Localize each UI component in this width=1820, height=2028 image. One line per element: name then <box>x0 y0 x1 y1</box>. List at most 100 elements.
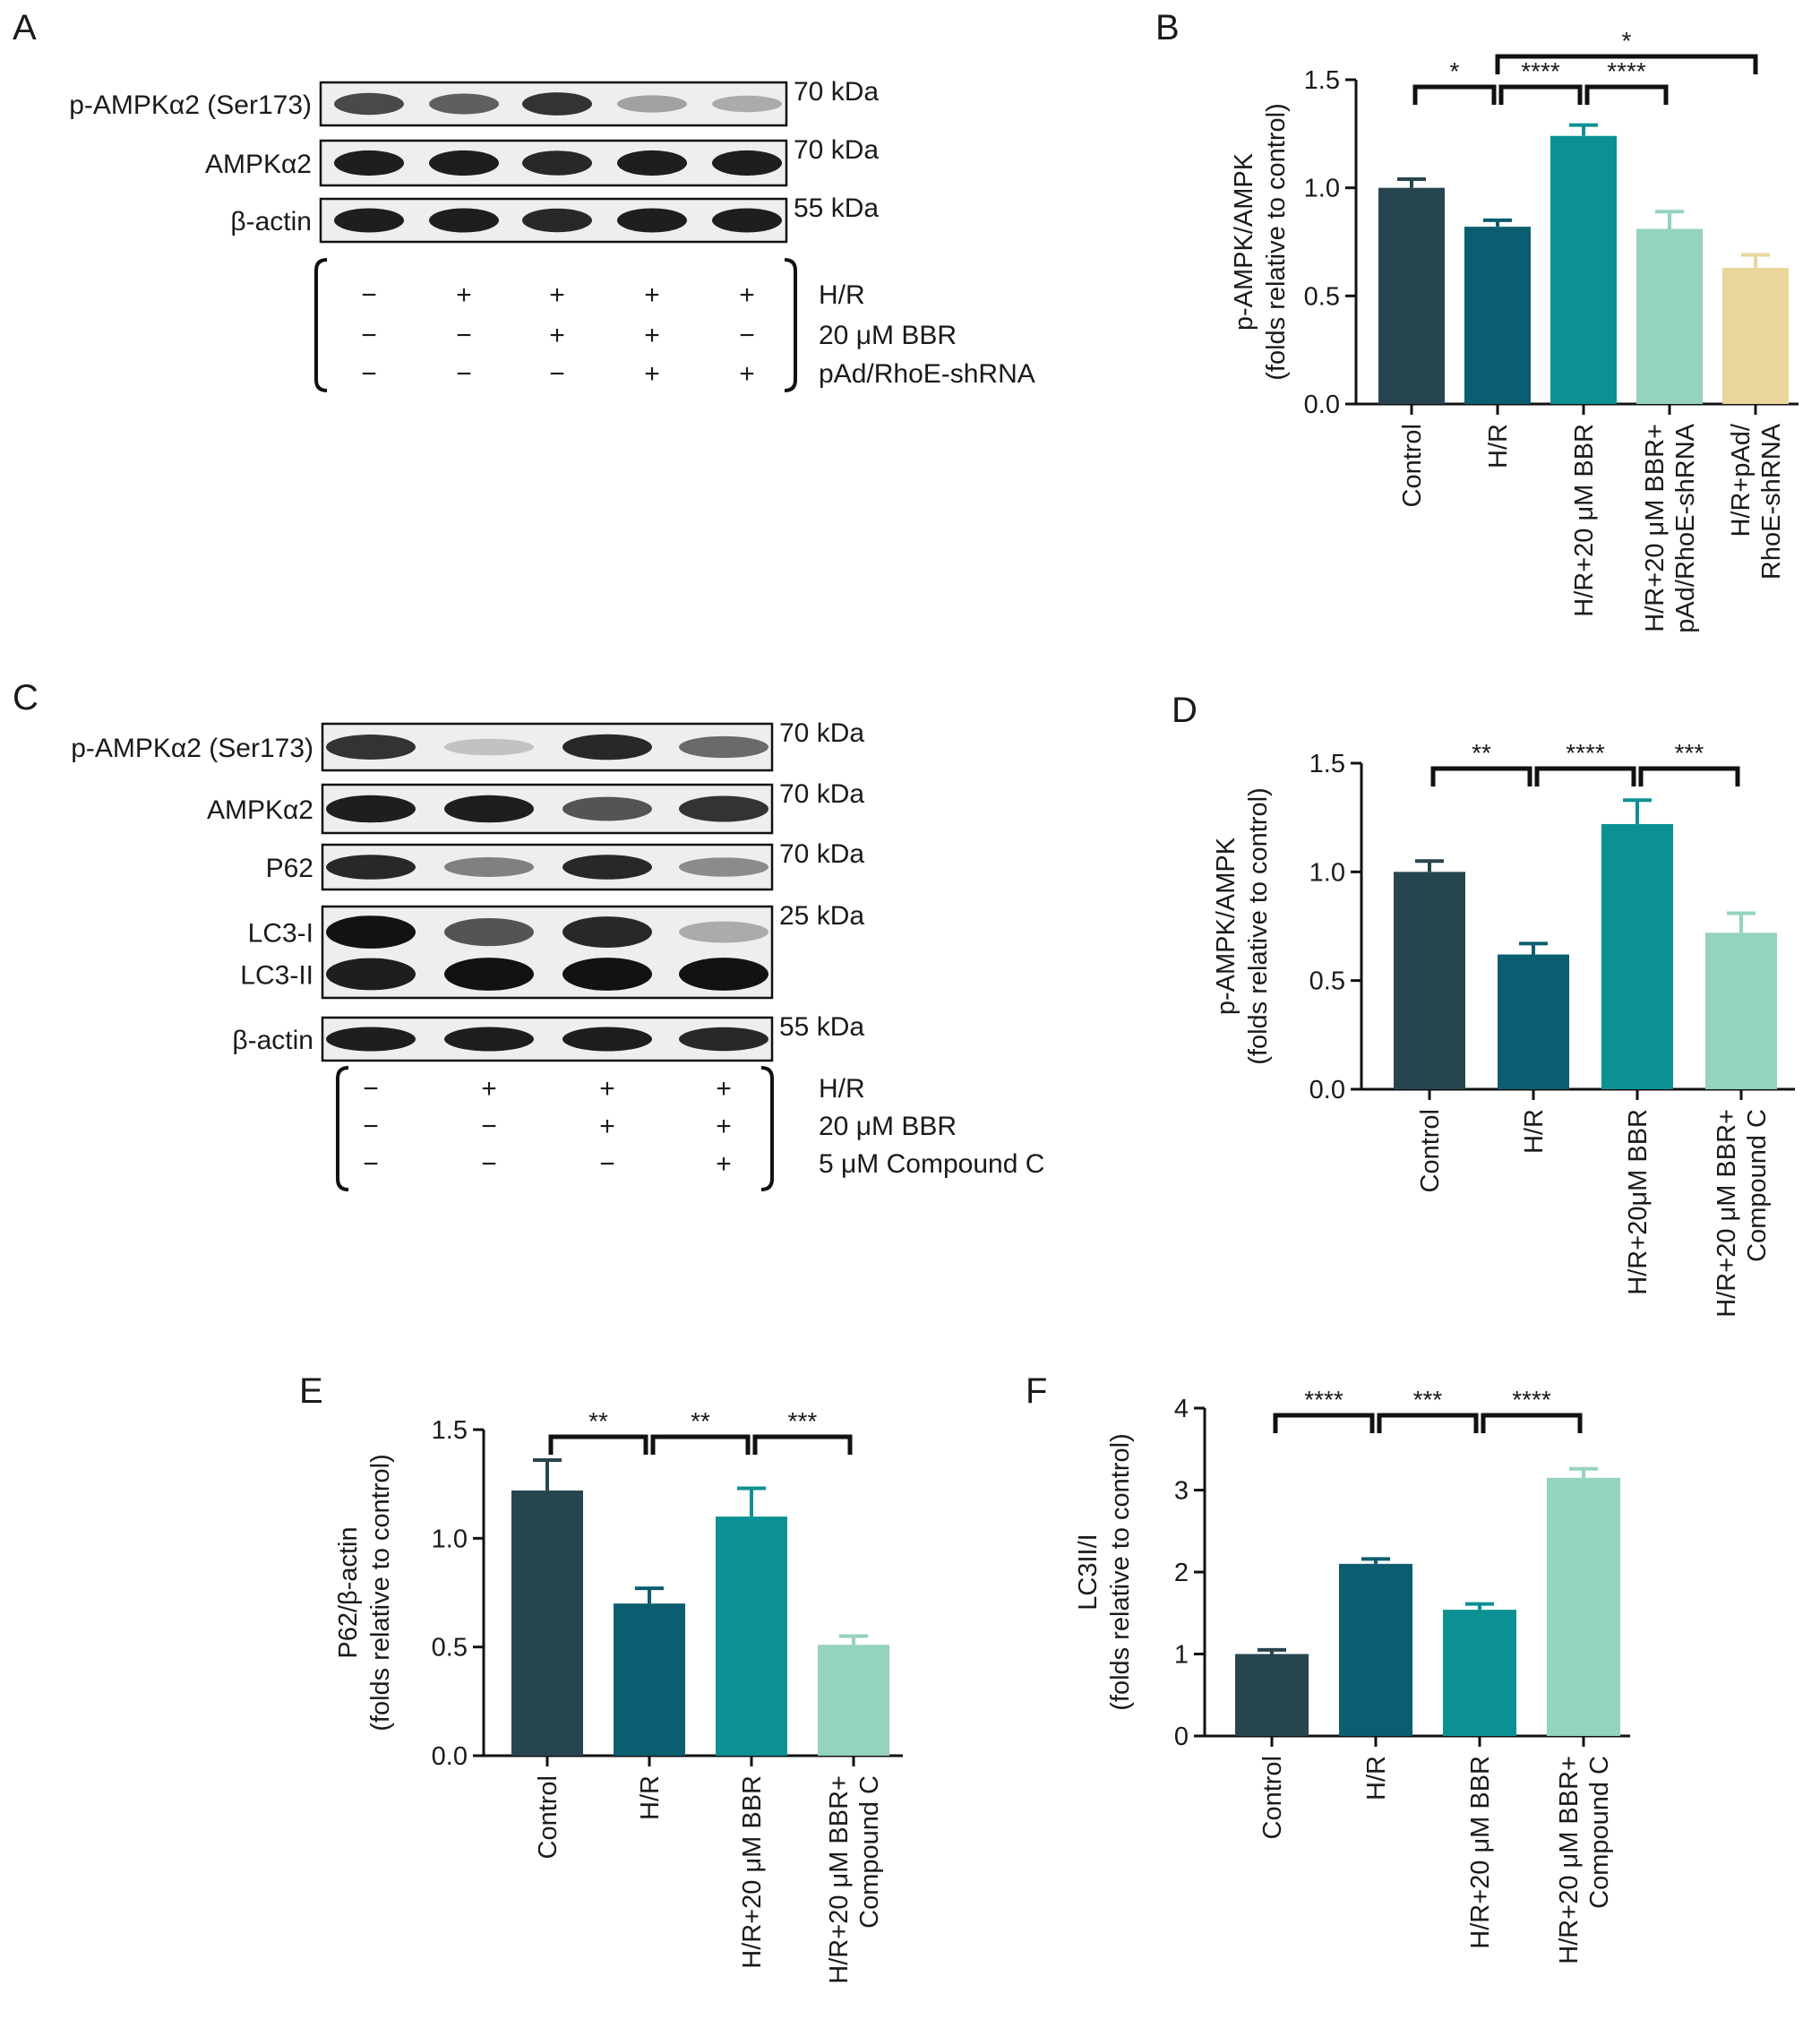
significance-bracket <box>650 1434 751 1455</box>
blot-band <box>617 150 687 176</box>
blot-band <box>444 917 534 947</box>
blot-row-label: p-AMPKα2 (Ser173) <box>69 90 312 120</box>
blot-band <box>617 208 687 233</box>
x-category-label: H/R+20 μM BBR+ <box>1641 424 1670 632</box>
x-category-label: Control <box>1258 1756 1287 1840</box>
y-axis-label: (folds relative to control) <box>1262 103 1291 380</box>
significance-bracket <box>1412 84 1497 105</box>
blot-band <box>562 734 652 760</box>
condition-label: H/R <box>819 1074 865 1104</box>
blot-band <box>522 150 592 176</box>
condition-label: pAd/RhoE-shRNA <box>819 359 1035 389</box>
blot-band <box>712 208 782 233</box>
blot-row: AMPKα2 70 kDa <box>205 135 879 187</box>
condition-sign: + <box>599 1112 615 1141</box>
bar <box>614 1603 685 1756</box>
molecular-weight-label: 70 kDa <box>794 135 879 165</box>
x-category-label: Control <box>1398 424 1427 508</box>
y-tick-label: 0.5 <box>1309 967 1345 996</box>
condition-sign: − <box>363 1074 379 1104</box>
x-category-label: RhoE-shRNA <box>1757 423 1786 580</box>
blot-band <box>444 1027 534 1052</box>
bar <box>1378 187 1445 404</box>
blot-row: AMPKα2 70 kDa <box>207 779 864 835</box>
condition-sign: + <box>644 359 660 389</box>
y-tick-label: 0.0 <box>1304 391 1340 419</box>
bar <box>1235 1654 1309 1736</box>
blot-panel-a: Ap-AMPKα2 (Ser173) 70 kDa AMPKα2 70 kDa β-ac… <box>13 8 1035 392</box>
blot-band <box>326 855 416 880</box>
blot-band <box>562 1027 652 1052</box>
condition-sign: − <box>481 1112 497 1141</box>
significance-bracket <box>1534 766 1636 786</box>
y-tick-label: 4 <box>1174 1395 1189 1423</box>
y-axis-label: p-AMPK/AMPK <box>1230 152 1258 331</box>
bar <box>1394 872 1465 1089</box>
y-axis-label: p-AMPK/AMPK <box>1212 837 1241 1015</box>
chart-panel-f: F 0 1 2 3 4 LC3II/I (folds relative to control)… <box>1026 1371 1630 1964</box>
blot-band <box>334 208 404 233</box>
blot-band <box>326 915 416 949</box>
condition-sign: + <box>456 280 472 310</box>
y-tick-label: 0.5 <box>432 1634 468 1663</box>
blot-row-label: β-actin <box>230 207 312 236</box>
significance-marker: *** <box>788 1407 818 1435</box>
panel-letter: E <box>299 1371 323 1411</box>
x-category-label: Control <box>1416 1109 1445 1193</box>
y-tick-label: 1.0 <box>1304 175 1340 203</box>
blot-row: p-AMPKα2 (Ser173) 70 kDa <box>71 718 864 772</box>
blot-band <box>326 958 416 991</box>
blot-band <box>679 795 768 822</box>
y-tick-label: 2 <box>1174 1559 1189 1587</box>
blot-band <box>334 150 404 176</box>
molecular-weight-label: 70 kDa <box>779 718 864 748</box>
bar <box>1722 267 1789 404</box>
blot-band <box>679 1027 768 1052</box>
molecular-weight-label: 70 kDa <box>794 77 879 107</box>
chart-panel-e: E 0.0 0.5 1.0 1.5 P62/β-actin (folds relative … <box>299 1371 903 1984</box>
condition-sign: + <box>739 280 755 310</box>
significance-marker: *** <box>1413 1386 1443 1414</box>
y-axis-label: (folds relative to control) <box>1244 787 1273 1064</box>
blot-row: LC3-I LC3-II 25 kDa <box>240 901 864 1000</box>
bar <box>1601 823 1673 1089</box>
y-tick-label: 1.0 <box>1309 858 1345 887</box>
western-blot-panels: Ap-AMPKα2 (Ser173) 70 kDa AMPKα2 70 kDa β-ac… <box>13 8 1044 1191</box>
blot-band <box>562 958 652 991</box>
x-category-label: H/R+20 μM BBR <box>738 1775 767 1969</box>
blot-band <box>429 208 499 233</box>
blot-row-label: β-actin <box>232 1026 313 1055</box>
blot-row: β-actin 55 kDa <box>230 193 879 244</box>
chart-panel-d: D 0.0 0.5 1.0 1.5 p-AMPK/AMPK (folds relative … <box>1172 691 1795 1318</box>
x-category-label: pAd/RhoE-shRNA <box>1671 423 1700 632</box>
condition-sign: − <box>739 321 755 350</box>
x-category-label: H/R <box>1520 1109 1549 1154</box>
blot-band <box>562 796 652 821</box>
significance-marker: * <box>1622 27 1632 55</box>
x-category-label: Compound C <box>1585 1756 1614 1909</box>
panel-letter: A <box>13 8 37 47</box>
blot-band <box>679 857 768 877</box>
chart-panel-b: B 0.0 0.5 1.0 1.5 p-AMPK/AMPK (folds relative … <box>1155 8 1799 633</box>
x-category-label: H/R+20 μM BBR <box>1466 1756 1495 1949</box>
x-category-label: H/R <box>1484 424 1513 468</box>
blot-band <box>429 150 499 176</box>
condition-sign: − <box>456 359 472 389</box>
x-category-label: H/R+20 μM BBR+ <box>1555 1756 1584 1964</box>
y-tick-label: 0 <box>1174 1723 1189 1751</box>
y-tick-label: 1.5 <box>432 1416 468 1445</box>
condition-label: 20 μM BBR <box>819 1112 957 1141</box>
condition-bracket-left <box>314 258 328 392</box>
y-tick-label: 1.5 <box>1304 66 1340 95</box>
panel-letter: B <box>1155 8 1180 47</box>
condition-bracket-right <box>760 1066 774 1191</box>
significance-bracket <box>1584 84 1669 105</box>
condition-label: 5 μM Compound C <box>819 1149 1044 1179</box>
blot-band <box>679 958 768 991</box>
significance-marker: ** <box>691 1407 710 1435</box>
x-category-label: H/R+20 μM BBR+ <box>1713 1109 1741 1318</box>
condition-sign: + <box>716 1112 732 1141</box>
significance-bracket <box>1638 766 1740 786</box>
condition-bracket-right <box>784 258 797 392</box>
panel-letter: F <box>1026 1371 1047 1411</box>
